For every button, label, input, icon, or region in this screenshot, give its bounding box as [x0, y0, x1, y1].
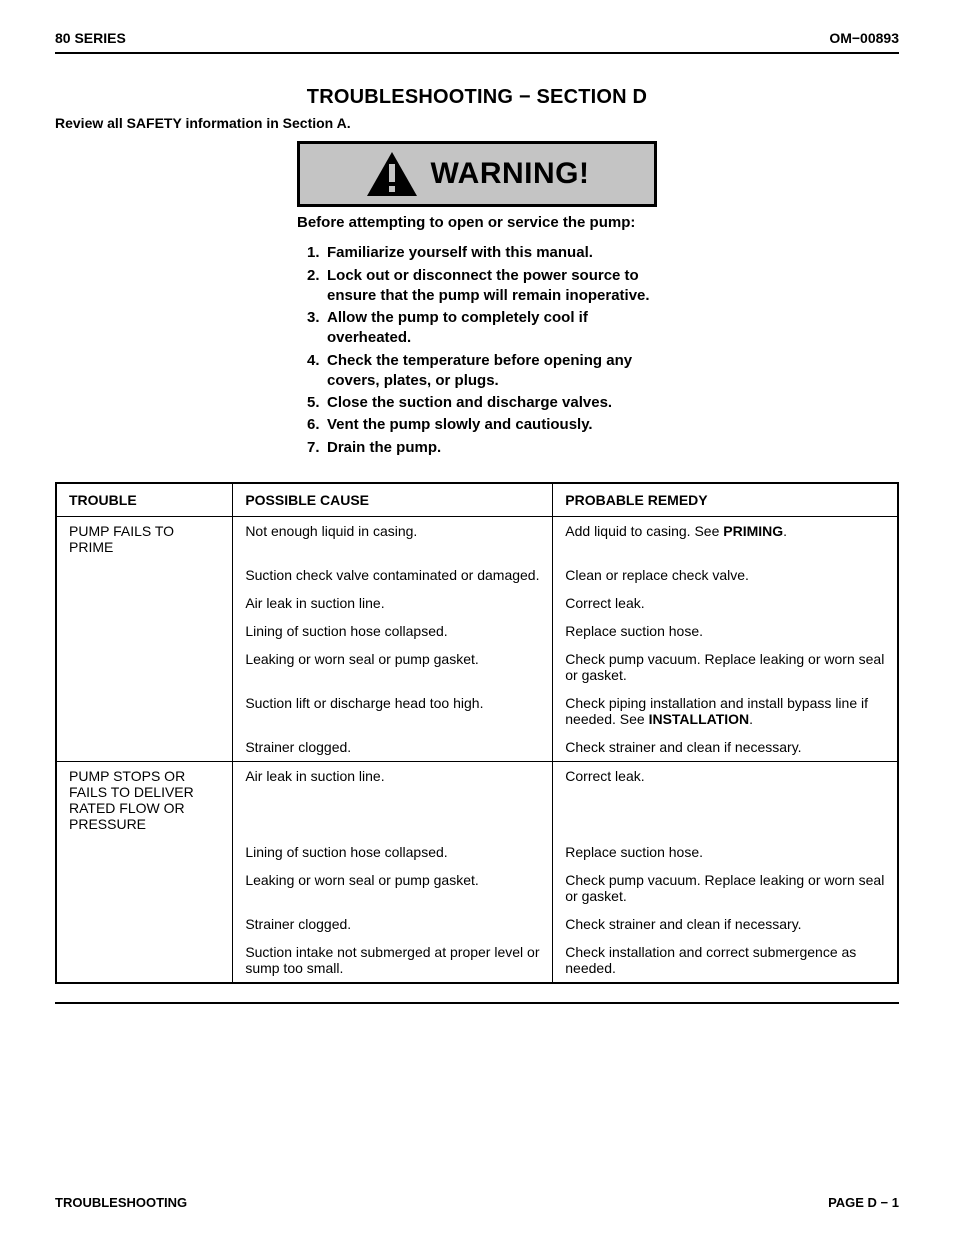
- cell-trouble: [56, 645, 233, 689]
- cell-remedy: Check pump vacuum. Replace leaking or wo…: [553, 866, 898, 910]
- warning-label: WARNING!: [431, 157, 590, 191]
- cell-cause: Leaking or worn seal or pump gasket.: [233, 645, 553, 689]
- warning-block: WARNING! Before attempting to open or se…: [297, 141, 657, 460]
- step-text: Drain the pump.: [327, 438, 657, 458]
- cell-cause: Suction lift or discharge head too high.: [233, 689, 553, 733]
- cell-cause: Leaking or worn seal or pump gasket.: [233, 866, 553, 910]
- table-row: Suction intake not submerged at proper l…: [56, 938, 898, 983]
- review-safety-line: Review all SAFETY information in Section…: [55, 115, 899, 131]
- step-number: 2.: [297, 266, 327, 307]
- cell-trouble: [56, 910, 233, 938]
- col-header-cause: POSSIBLE CAUSE: [233, 483, 553, 517]
- page: 80 SERIES OM−00893 TROUBLESHOOTING − SEC…: [0, 0, 954, 1235]
- step-text: Allow the pump to completely cool if ove…: [327, 308, 657, 349]
- step-number: 6.: [297, 415, 327, 435]
- table-header-row: TROUBLE POSSIBLE CAUSE PROBABLE REMEDY: [56, 483, 898, 517]
- warning-step: 7.Drain the pump.: [297, 438, 657, 458]
- cell-remedy: Correct leak.: [553, 589, 898, 617]
- cell-remedy: Correct leak.: [553, 761, 898, 838]
- warning-triangle-icon: [365, 150, 419, 198]
- table-row: Lining of suction hose collapsed.Replace…: [56, 617, 898, 645]
- cell-cause: Strainer clogged.: [233, 733, 553, 762]
- header-left: 80 SERIES: [55, 30, 126, 46]
- step-number: 4.: [297, 351, 327, 392]
- cell-cause: Lining of suction hose collapsed.: [233, 617, 553, 645]
- cell-trouble: [56, 561, 233, 589]
- step-text: Close the suction and discharge valves.: [327, 393, 657, 413]
- step-number: 5.: [297, 393, 327, 413]
- troubleshooting-table: TROUBLE POSSIBLE CAUSE PROBABLE REMEDY P…: [55, 482, 899, 984]
- warning-step: 6.Vent the pump slowly and cautiously.: [297, 415, 657, 435]
- cell-remedy: Check piping installation and install by…: [553, 689, 898, 733]
- footer-left: TROUBLESHOOTING: [55, 1195, 187, 1210]
- cell-cause: Strainer clogged.: [233, 910, 553, 938]
- cell-remedy: Clean or replace check valve.: [553, 561, 898, 589]
- table-row: Air leak in suction line.Correct leak.: [56, 589, 898, 617]
- footer-rule: [55, 1002, 899, 1004]
- cell-trouble: PUMP FAILS TO PRIME: [56, 516, 233, 561]
- warning-banner: WARNING!: [297, 141, 657, 207]
- cell-cause: Air leak in suction line.: [233, 589, 553, 617]
- table-row: Strainer clogged.Check strainer and clea…: [56, 733, 898, 762]
- warning-step: 5.Close the suction and discharge valves…: [297, 393, 657, 413]
- cell-trouble: [56, 617, 233, 645]
- step-number: 1.: [297, 243, 327, 263]
- cell-trouble: [56, 689, 233, 733]
- table-row: Suction check valve contaminated or dama…: [56, 561, 898, 589]
- warning-step: 3.Allow the pump to completely cool if o…: [297, 308, 657, 349]
- cell-cause: Suction check valve contaminated or dama…: [233, 561, 553, 589]
- step-text: Check the temperature before opening any…: [327, 351, 657, 392]
- table-body: PUMP FAILS TO PRIMENot enough liquid in …: [56, 516, 898, 983]
- warning-step: 1.Familiarize yourself with this manual.: [297, 243, 657, 263]
- section-title: TROUBLESHOOTING − SECTION D: [55, 86, 899, 109]
- cell-cause: Lining of suction hose collapsed.: [233, 838, 553, 866]
- warning-intro: Before attempting to open or service the…: [297, 213, 657, 233]
- footer-right: PAGE D − 1: [828, 1195, 899, 1210]
- step-number: 3.: [297, 308, 327, 349]
- table-row: Suction lift or discharge head too high.…: [56, 689, 898, 733]
- warning-step: 2.Lock out or disconnect the power sourc…: [297, 266, 657, 307]
- remedy-reference: INSTALLATION: [649, 711, 750, 727]
- page-footer: TROUBLESHOOTING PAGE D − 1: [55, 1189, 899, 1210]
- header-right: OM−00893: [829, 30, 899, 46]
- step-number: 7.: [297, 438, 327, 458]
- table-row: Lining of suction hose collapsed.Replace…: [56, 838, 898, 866]
- cell-remedy: Add liquid to casing. See PRIMING.: [553, 516, 898, 561]
- remedy-reference: PRIMING: [723, 523, 783, 539]
- cell-remedy: Replace suction hose.: [553, 617, 898, 645]
- step-text: Lock out or disconnect the power source …: [327, 266, 657, 307]
- page-header: 80 SERIES OM−00893: [55, 30, 899, 52]
- cell-remedy: Replace suction hose.: [553, 838, 898, 866]
- step-text: Vent the pump slowly and cautiously.: [327, 415, 657, 435]
- table-row: PUMP FAILS TO PRIMENot enough liquid in …: [56, 516, 898, 561]
- cell-remedy: Check installation and correct submergen…: [553, 938, 898, 983]
- col-header-trouble: TROUBLE: [56, 483, 233, 517]
- warning-steps-list: 1.Familiarize yourself with this manual.…: [297, 243, 657, 458]
- col-header-remedy: PROBABLE REMEDY: [553, 483, 898, 517]
- cell-remedy: Check strainer and clean if necessary.: [553, 733, 898, 762]
- cell-cause: Air leak in suction line.: [233, 761, 553, 838]
- table-row: Strainer clogged.Check strainer and clea…: [56, 910, 898, 938]
- cell-trouble: [56, 589, 233, 617]
- cell-remedy: Check pump vacuum. Replace leaking or wo…: [553, 645, 898, 689]
- cell-trouble: [56, 733, 233, 762]
- cell-trouble: [56, 866, 233, 910]
- cell-cause: Suction intake not submerged at proper l…: [233, 938, 553, 983]
- table-row: Leaking or worn seal or pump gasket.Chec…: [56, 866, 898, 910]
- cell-cause: Not enough liquid in casing.: [233, 516, 553, 561]
- cell-trouble: [56, 938, 233, 983]
- header-rule: [55, 52, 899, 54]
- warning-step: 4.Check the temperature before opening a…: [297, 351, 657, 392]
- cell-remedy: Check strainer and clean if necessary.: [553, 910, 898, 938]
- cell-trouble: PUMP STOPS OR FAILS TO DELIVER RATED FLO…: [56, 761, 233, 838]
- step-text: Familiarize yourself with this manual.: [327, 243, 657, 263]
- table-row: Leaking or worn seal or pump gasket.Chec…: [56, 645, 898, 689]
- table-row: PUMP STOPS OR FAILS TO DELIVER RATED FLO…: [56, 761, 898, 838]
- cell-trouble: [56, 838, 233, 866]
